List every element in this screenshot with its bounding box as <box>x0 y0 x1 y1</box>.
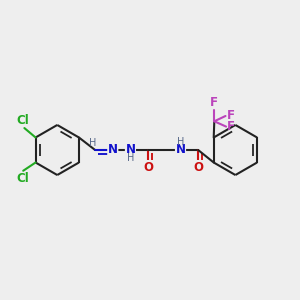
Text: H: H <box>177 137 185 147</box>
Text: F: F <box>210 96 218 109</box>
Text: Cl: Cl <box>16 172 29 185</box>
Text: H: H <box>89 138 97 148</box>
Text: F: F <box>227 110 235 122</box>
Text: N: N <box>125 143 136 157</box>
Text: H: H <box>128 153 135 163</box>
Text: Cl: Cl <box>17 114 30 127</box>
Text: O: O <box>143 160 153 174</box>
Text: N: N <box>108 143 118 157</box>
Text: N: N <box>176 143 185 157</box>
Text: O: O <box>193 160 203 174</box>
Text: F: F <box>227 120 235 133</box>
